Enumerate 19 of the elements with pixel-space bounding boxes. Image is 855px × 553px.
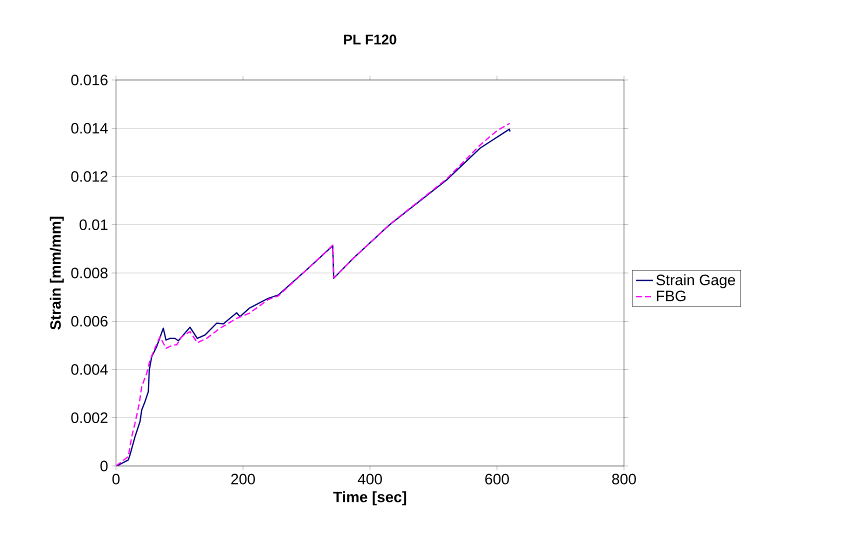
x-tick-label: 800 [612,474,636,484]
y-axis-title: Strain [mm/mm] [50,216,64,330]
legend-label: FBG [656,290,686,302]
y-tick-label: 0.016 [71,74,108,86]
x-tick-label: 0 [112,474,120,484]
y-tick-label: 0.014 [71,122,108,134]
y-tick-label: 0.002 [71,412,108,424]
y-tick-label: 0.012 [71,171,108,182]
x-axis-title: Time [sec] [333,491,406,506]
y-tick-label: 0.006 [71,316,108,327]
chart-title: PL F120 [344,34,396,44]
x-tick-label: 200 [231,474,255,484]
legend-label: Strain Gage [656,274,736,288]
y-tick-label: 0 [100,460,108,472]
y-tick-label: 0.008 [71,268,108,278]
x-tick-label: 400 [358,474,382,484]
x-tick-label: 600 [485,474,509,484]
y-tick-label: 0.01 [80,219,108,230]
y-tick-label: 0.004 [71,364,108,375]
